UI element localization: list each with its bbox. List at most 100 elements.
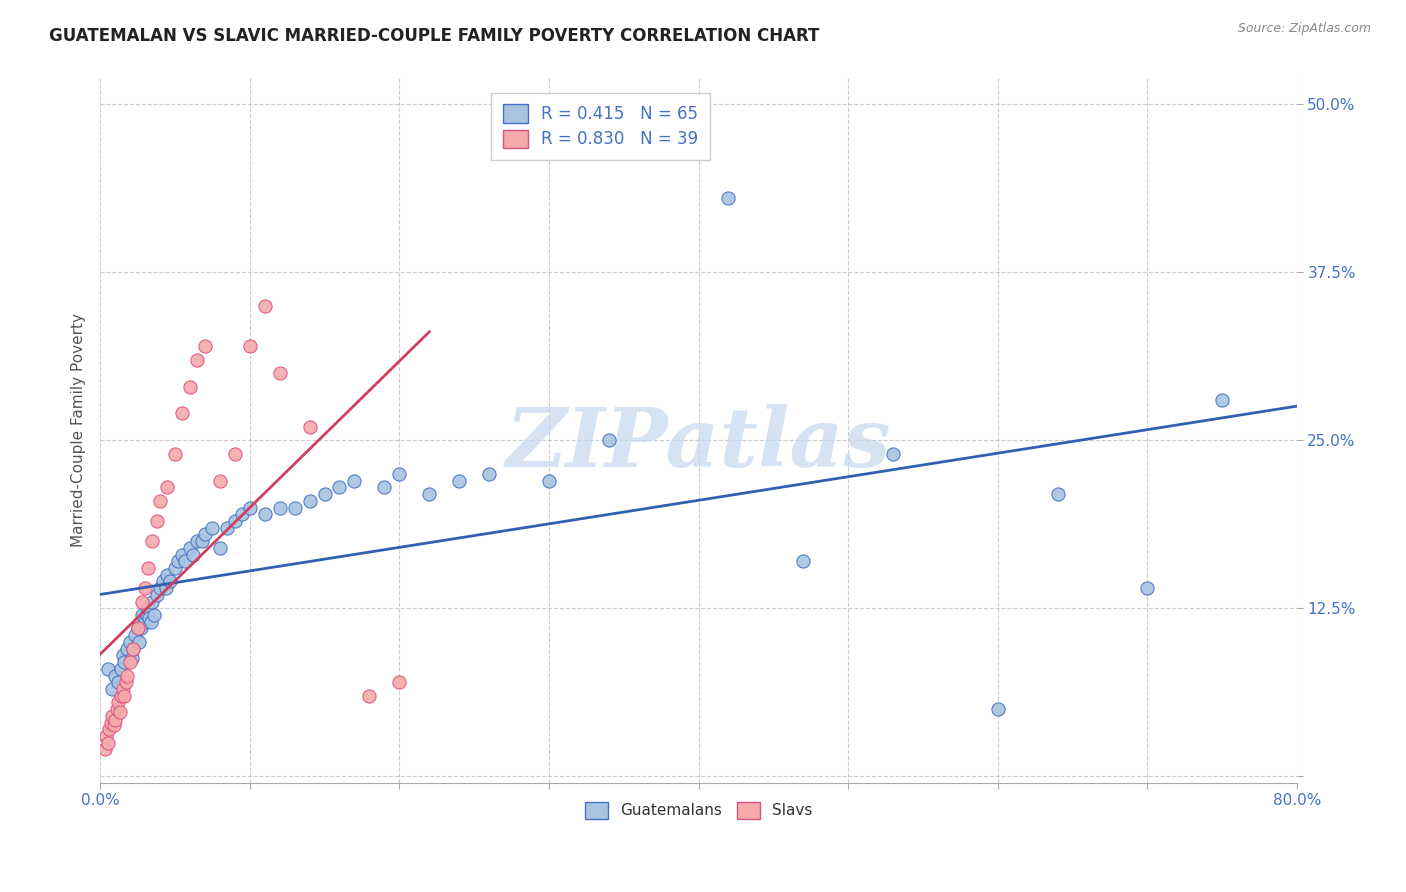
Point <box>112 655 135 669</box>
Point <box>118 655 141 669</box>
Point <box>186 534 208 549</box>
Point <box>172 548 194 562</box>
Text: ZIPatlas: ZIPatlas <box>506 404 891 484</box>
Point <box>141 534 163 549</box>
Point <box>269 500 291 515</box>
Point <box>128 635 150 649</box>
Point <box>135 608 157 623</box>
Point <box>101 681 124 696</box>
Point <box>194 527 217 541</box>
Point <box>111 648 134 663</box>
Point <box>115 668 138 682</box>
Point <box>181 548 204 562</box>
Point <box>104 668 127 682</box>
Point <box>97 736 120 750</box>
Point <box>179 379 201 393</box>
Point <box>298 420 321 434</box>
Point <box>94 729 117 743</box>
Point <box>231 508 253 522</box>
Point <box>186 352 208 367</box>
Point <box>131 594 153 608</box>
Point <box>217 521 239 535</box>
Point <box>104 713 127 727</box>
Point <box>253 299 276 313</box>
Point <box>156 567 179 582</box>
Point <box>101 709 124 723</box>
Point <box>987 702 1010 716</box>
Point <box>134 615 156 629</box>
Point <box>167 554 190 568</box>
Point <box>388 675 411 690</box>
Point <box>478 467 501 481</box>
Point <box>152 574 174 589</box>
Point <box>139 615 162 629</box>
Point <box>598 434 620 448</box>
Point <box>118 635 141 649</box>
Point <box>122 641 145 656</box>
Point <box>107 675 129 690</box>
Point <box>108 705 131 719</box>
Point <box>93 742 115 756</box>
Point <box>174 554 197 568</box>
Point <box>146 514 169 528</box>
Point <box>103 718 125 732</box>
Point <box>792 554 814 568</box>
Point <box>388 467 411 481</box>
Point <box>537 474 560 488</box>
Point <box>98 723 121 737</box>
Point <box>149 493 172 508</box>
Point <box>155 581 177 595</box>
Point <box>110 662 132 676</box>
Point <box>882 447 904 461</box>
Point <box>114 675 136 690</box>
Point <box>141 594 163 608</box>
Point <box>314 487 336 501</box>
Point <box>121 651 143 665</box>
Point <box>127 622 149 636</box>
Point <box>146 588 169 602</box>
Point <box>359 689 381 703</box>
Point <box>253 508 276 522</box>
Point <box>179 541 201 555</box>
Point <box>138 611 160 625</box>
Point <box>127 622 149 636</box>
Point <box>1046 487 1069 501</box>
Point <box>115 641 138 656</box>
Point <box>224 447 246 461</box>
Point <box>418 487 440 501</box>
Point <box>110 689 132 703</box>
Point <box>163 447 186 461</box>
Point <box>131 608 153 623</box>
Point <box>1211 392 1233 407</box>
Point <box>156 480 179 494</box>
Point <box>172 406 194 420</box>
Text: GUATEMALAN VS SLAVIC MARRIED-COUPLE FAMILY POVERTY CORRELATION CHART: GUATEMALAN VS SLAVIC MARRIED-COUPLE FAMI… <box>49 27 820 45</box>
Point <box>105 702 128 716</box>
Point <box>328 480 350 494</box>
Point <box>134 581 156 595</box>
Point <box>124 628 146 642</box>
Point <box>1136 581 1159 595</box>
Point <box>449 474 471 488</box>
Point <box>269 366 291 380</box>
Point <box>163 561 186 575</box>
Point <box>239 500 262 515</box>
Point <box>149 581 172 595</box>
Point <box>107 695 129 709</box>
Point <box>100 715 122 730</box>
Point <box>136 601 159 615</box>
Point <box>129 622 152 636</box>
Point <box>298 493 321 508</box>
Point <box>122 641 145 656</box>
Point <box>97 662 120 676</box>
Point <box>208 541 231 555</box>
Point <box>143 608 166 623</box>
Y-axis label: Married-Couple Family Poverty: Married-Couple Family Poverty <box>72 313 86 547</box>
Point <box>284 500 307 515</box>
Point <box>201 521 224 535</box>
Point <box>717 191 740 205</box>
Point <box>159 574 181 589</box>
Legend: Guatemalans, Slavs: Guatemalans, Slavs <box>578 796 818 825</box>
Point <box>191 534 214 549</box>
Point <box>111 681 134 696</box>
